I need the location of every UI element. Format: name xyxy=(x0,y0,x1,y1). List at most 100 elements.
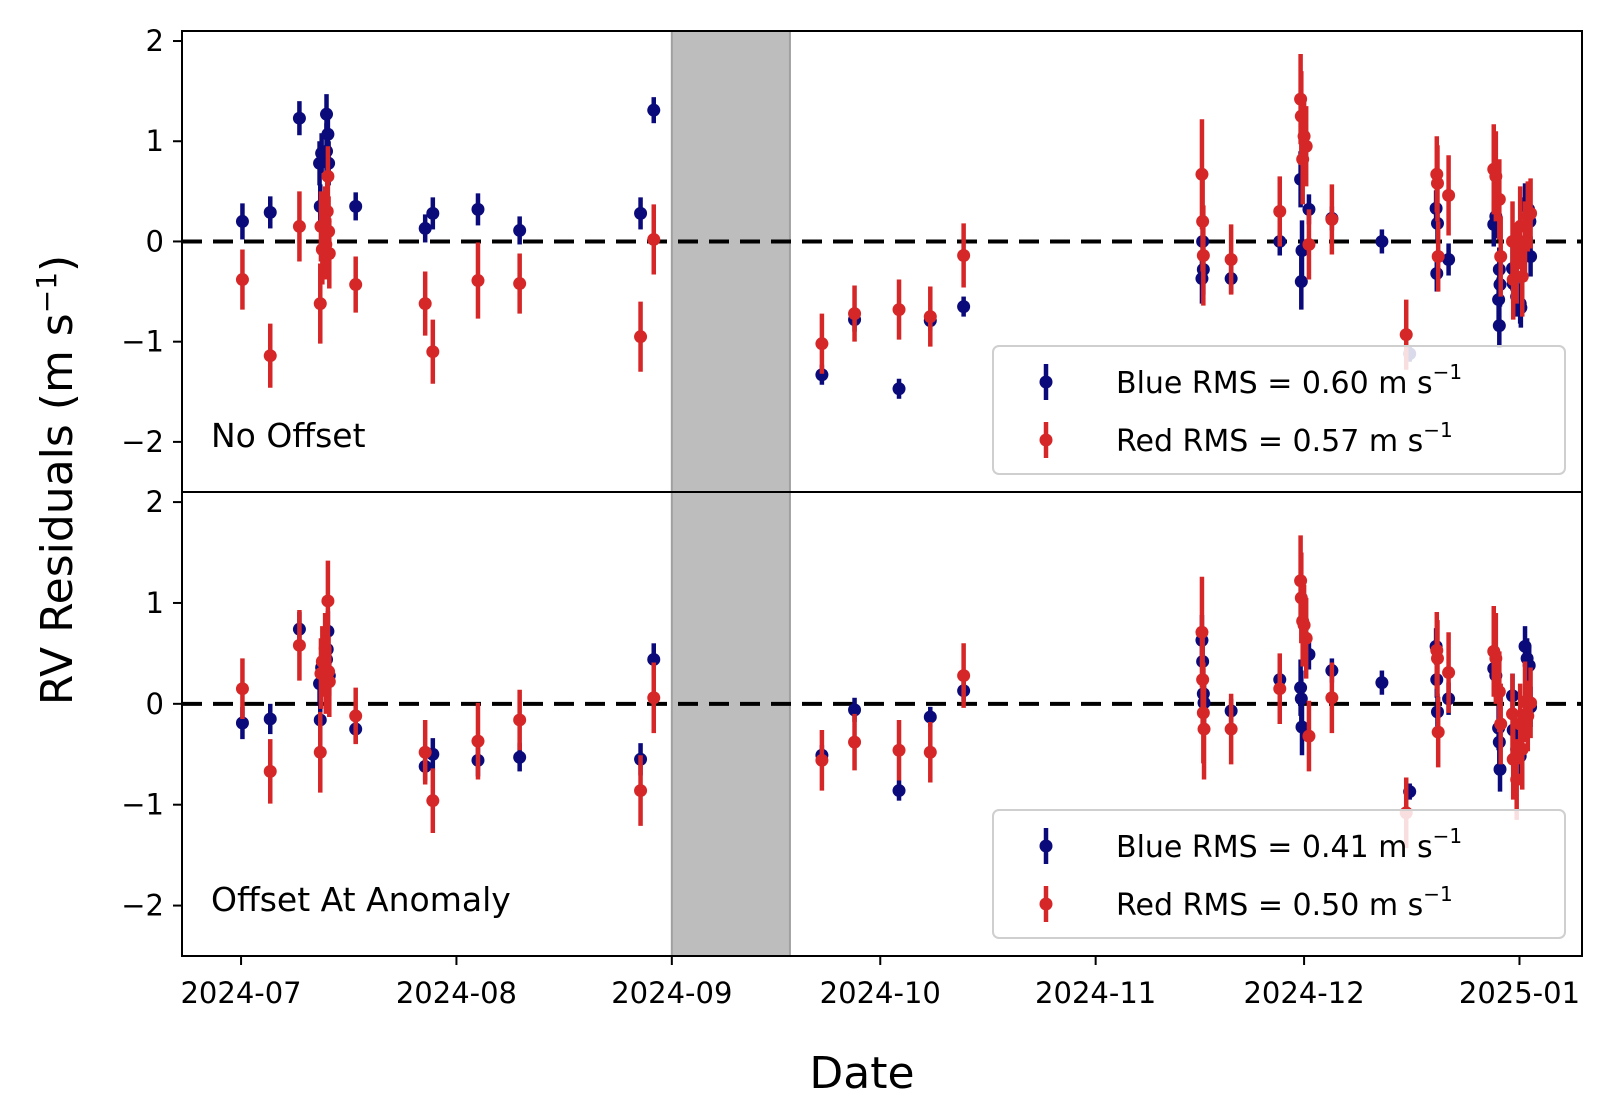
red-data-point xyxy=(1325,212,1339,226)
y-tick-label: 1 xyxy=(146,586,164,620)
red-data-point xyxy=(321,169,335,183)
red-data-point xyxy=(1494,249,1508,263)
red-data-point xyxy=(263,349,277,363)
legend-marker-dot xyxy=(1039,433,1053,447)
red-data-point xyxy=(1302,729,1316,743)
red-data-point xyxy=(1515,742,1529,756)
red-data-point xyxy=(1510,772,1524,786)
panel-offset-at-anomaly: 2 1 0 −1 −2 Offset At Anomaly Blue RMS = 0.41 … xyxy=(121,485,1583,957)
legend-label-exponent: −1 xyxy=(1423,882,1452,906)
legend-label-exponent: −1 xyxy=(1433,824,1462,848)
red-data-point xyxy=(815,753,829,767)
red-data-point xyxy=(349,278,363,292)
x-tick-label: 2024-08 xyxy=(396,976,517,1010)
blue-data-point xyxy=(1524,249,1538,263)
red-data-point xyxy=(892,743,906,757)
panel-annotation: No Offset xyxy=(211,416,366,455)
red-data-point xyxy=(321,594,335,608)
blue-data-point xyxy=(263,712,277,726)
red-series xyxy=(235,535,1538,849)
y-tick-label: 0 xyxy=(146,687,164,721)
x-tick-label: 2024-12 xyxy=(1243,976,1364,1010)
x-axis: 2024-07 2024-08 2024-09 2024-10 2024-11 2024-… xyxy=(180,956,1580,1010)
blue-data-point xyxy=(263,205,277,219)
red-data-point xyxy=(1224,722,1238,736)
y-axis-title-main: RV Residuals (m s xyxy=(32,313,83,705)
red-data-point xyxy=(471,734,485,748)
y-tick-label: −1 xyxy=(121,325,164,359)
y-tick-label: −1 xyxy=(121,788,164,822)
blue-data-point xyxy=(292,111,306,125)
legend-box xyxy=(992,345,1566,475)
legend-label: Blue RMS = 0.60 m s−1 xyxy=(1116,360,1462,401)
blue-data-point xyxy=(349,199,363,213)
y-tick-label: 2 xyxy=(146,24,164,58)
red-data-point xyxy=(1442,188,1456,202)
red-data-point xyxy=(1196,248,1210,262)
red-data-point xyxy=(426,794,440,808)
red-data-point xyxy=(349,709,363,723)
blue-data-point xyxy=(957,300,971,314)
legend-label: Blue RMS = 0.41 m s−1 xyxy=(1116,824,1462,865)
red-data-point xyxy=(418,745,432,759)
red-data-point xyxy=(1302,237,1316,251)
blue-data-point xyxy=(320,107,334,121)
blue-data-point xyxy=(418,221,432,235)
y-tick-label: −2 xyxy=(121,889,164,923)
x-tick-label: 2024-11 xyxy=(1035,976,1156,1010)
blue-data-point xyxy=(1375,234,1389,248)
red-data-point xyxy=(1197,722,1211,736)
red-data-point xyxy=(647,691,661,705)
panel-frame xyxy=(181,491,1583,957)
red-data-point xyxy=(1494,717,1508,731)
x-tick-label: 2025-01 xyxy=(1459,976,1580,1010)
blue-data-point xyxy=(1493,762,1507,776)
legend-label-exponent: −1 xyxy=(1423,418,1452,442)
legend-marker-dot xyxy=(1039,897,1053,911)
red-data-point xyxy=(1524,696,1538,710)
red-data-point xyxy=(892,303,906,317)
blue-data-point xyxy=(892,784,906,798)
red-data-point xyxy=(1299,631,1313,645)
red-data-point xyxy=(848,735,862,749)
red-data-point xyxy=(634,330,648,344)
red-data-point xyxy=(1492,192,1506,206)
blue-data-point xyxy=(471,202,485,216)
red-data-point xyxy=(292,219,306,233)
legend-label-text: Red RMS = 0.50 m s xyxy=(1116,888,1423,923)
red-data-point xyxy=(1224,252,1238,266)
red-data-point xyxy=(1299,139,1313,153)
red-data-point xyxy=(513,713,527,727)
blue-data-point xyxy=(923,710,937,724)
red-data-point xyxy=(1325,691,1339,705)
y-tick-label: 0 xyxy=(146,224,164,258)
red-data-point xyxy=(322,246,336,260)
red-data-point xyxy=(1430,176,1444,190)
red-data-point xyxy=(322,675,336,689)
legend-marker-dot xyxy=(1039,839,1053,853)
red-data-point xyxy=(235,682,249,696)
red-data-point xyxy=(957,669,971,683)
red-data-point xyxy=(848,307,862,321)
x-tick-label: 2024-10 xyxy=(820,976,941,1010)
red-data-point xyxy=(1399,328,1413,342)
x-tick-label: 2024-07 xyxy=(180,976,301,1010)
red-data-point xyxy=(1506,707,1520,721)
red-data-point xyxy=(957,248,971,262)
y-tick-label: 1 xyxy=(146,124,164,158)
red-data-point xyxy=(1442,666,1456,680)
legend-label-text: Blue RMS = 0.41 m s xyxy=(1116,830,1433,865)
blue-data-point xyxy=(848,703,862,717)
x-tick-label: 2024-09 xyxy=(611,976,732,1010)
legend-label: Red RMS = 0.50 m s−1 xyxy=(1116,882,1453,923)
red-data-point xyxy=(1430,651,1444,665)
blue-data-point xyxy=(235,214,249,228)
blue-data-point xyxy=(513,750,527,764)
red-data-point xyxy=(923,745,937,759)
blue-data-point xyxy=(1295,720,1309,734)
legend-label-text: Red RMS = 0.57 m s xyxy=(1116,424,1423,459)
blue-data-point xyxy=(892,382,906,396)
